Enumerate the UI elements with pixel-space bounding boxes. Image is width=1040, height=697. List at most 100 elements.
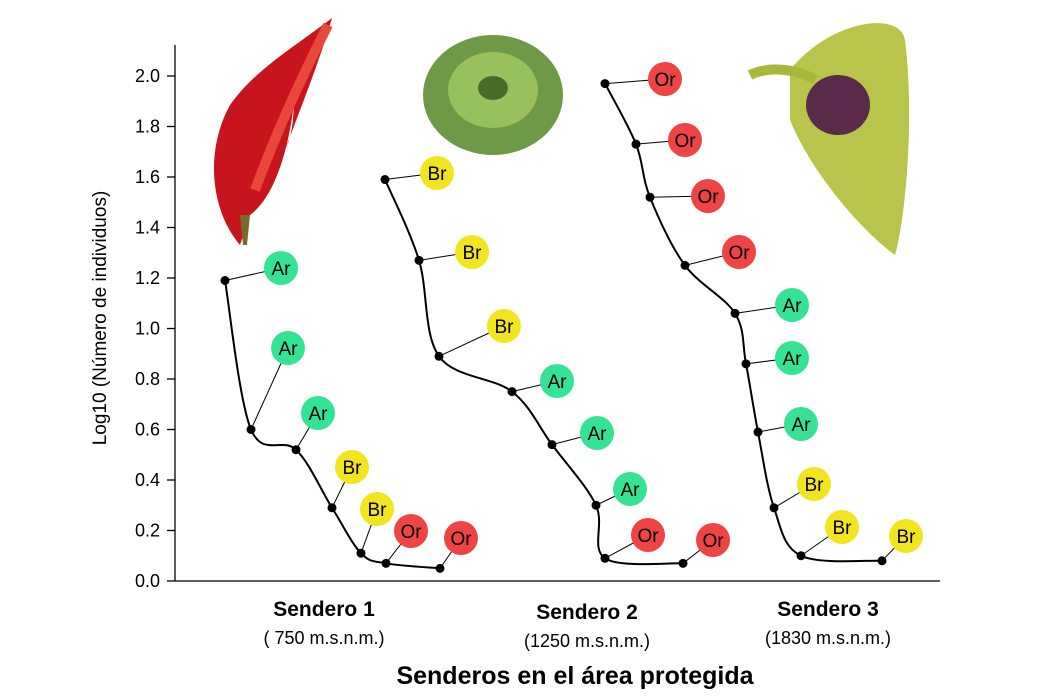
plant-photos <box>213 18 910 255</box>
y-tick-label: 2.0 <box>135 66 160 86</box>
group-badge-label: Ar <box>621 480 641 501</box>
group-badge <box>825 510 859 544</box>
group-badge-label: Ar <box>548 372 568 393</box>
y-tick-label: 0.6 <box>135 420 160 440</box>
group-badge-label: Or <box>674 131 696 152</box>
group-badge <box>487 309 521 343</box>
data-point <box>741 359 751 369</box>
group-badge-label: Ar <box>588 424 608 445</box>
group-badge-label: Or <box>654 70 676 91</box>
data-point <box>877 556 887 566</box>
trail-1-label: Sendero 1 ( 750 m.s.n.m.) <box>224 598 424 649</box>
group-badge <box>335 450 369 484</box>
data-point <box>600 79 610 89</box>
group-badge <box>775 341 809 375</box>
data-point <box>380 175 390 185</box>
group-badge <box>722 235 756 269</box>
group-badge-label: Ar <box>279 339 299 360</box>
trail-altitude: ( 750 m.s.n.m.) <box>263 628 385 648</box>
y-tick-label: 1.6 <box>135 167 160 187</box>
data-point <box>381 558 391 568</box>
data-point <box>591 500 601 510</box>
series-3: Or Or Or Or Ar Ar Ar Br Br Br <box>600 62 923 566</box>
group-badge <box>394 514 428 548</box>
data-point <box>291 445 301 455</box>
data-point <box>753 427 763 437</box>
group-badge-label: Or <box>400 522 422 543</box>
group-badge-label: Ar <box>309 404 329 425</box>
group-badge-label: Br <box>343 458 363 479</box>
group-badge-label: Br <box>495 317 515 338</box>
group-badge <box>696 523 730 557</box>
y-tick-label: 0.2 <box>135 521 160 541</box>
group-badge <box>444 521 478 555</box>
data-point <box>678 558 688 568</box>
data-point <box>435 563 445 573</box>
group-badge <box>301 396 335 430</box>
y-tick-label: 0.4 <box>135 470 160 490</box>
series-2: Br Br Br Ar Ar Ar Or Or <box>380 156 730 568</box>
group-badge <box>691 179 725 213</box>
group-badge <box>889 519 923 553</box>
trail-name: Sendero 2 <box>536 601 638 624</box>
group-badge <box>613 472 647 506</box>
group-badge-label: Ar <box>792 415 812 436</box>
group-badge <box>797 467 831 501</box>
data-point <box>434 351 444 361</box>
trail-3-label: Sendero 3 (1830 m.s.n.m.) <box>728 598 928 649</box>
group-badge <box>784 407 818 441</box>
red-bract-flower-image <box>213 18 333 245</box>
data-point <box>246 425 256 434</box>
y-tick-label: 1.0 <box>135 319 160 339</box>
group-badge-label: Ar <box>783 349 803 370</box>
data-point <box>769 503 779 513</box>
group-badge-label: Or <box>728 243 750 264</box>
data-point <box>796 551 806 561</box>
group-badge <box>540 364 574 398</box>
data-point <box>220 276 230 286</box>
data-point <box>600 553 610 563</box>
x-axis-title: Senderos en el área protegida <box>396 662 754 690</box>
group-badge-label: Br <box>428 164 448 185</box>
y-tick-label: 1.2 <box>135 268 160 288</box>
trail-altitude: (1250 m.s.n.m.) <box>523 631 651 651</box>
data-point <box>507 387 517 397</box>
group-badge-label: Or <box>450 529 472 550</box>
orchid-flower-image <box>747 23 910 255</box>
group-badge <box>631 518 665 552</box>
y-tick-label: 1.8 <box>135 117 160 137</box>
group-badge-label: Br <box>368 500 388 521</box>
group-badge-label: Br <box>463 243 483 264</box>
series-line <box>384 179 684 566</box>
group-badge-label: Or <box>697 187 719 208</box>
group-badge-label: Ar <box>783 296 803 317</box>
y-axis-title: Log10 (Número de individuos) <box>90 191 111 446</box>
trail-altitude: (1830 m.s.n.m.) <box>764 628 892 648</box>
trail-name: Sendero 1 <box>273 598 375 621</box>
data-point <box>645 192 655 202</box>
group-badge <box>648 62 682 96</box>
group-badge-label: Br <box>805 475 825 496</box>
series-line <box>604 83 883 563</box>
trail-2-label: Sendero 2 (1250 m.s.n.m.) <box>487 601 687 652</box>
data-point <box>631 139 641 149</box>
group-badge-label: Or <box>637 526 659 547</box>
data-point <box>730 308 740 318</box>
data-point <box>547 440 557 450</box>
group-badge-label: Br <box>833 518 853 539</box>
group-badge <box>420 156 454 190</box>
group-badge <box>580 416 614 450</box>
group-badge <box>668 123 702 157</box>
data-point <box>327 503 337 513</box>
y-tick-label: 0.0 <box>135 571 160 591</box>
data-point <box>414 255 424 265</box>
group-badge <box>775 288 809 322</box>
group-badge <box>264 251 298 285</box>
y-tick-label: 1.4 <box>135 218 160 238</box>
bromeliad-rosette-image <box>423 35 563 155</box>
data-point <box>356 548 366 558</box>
group-badge-label: Or <box>702 531 724 552</box>
